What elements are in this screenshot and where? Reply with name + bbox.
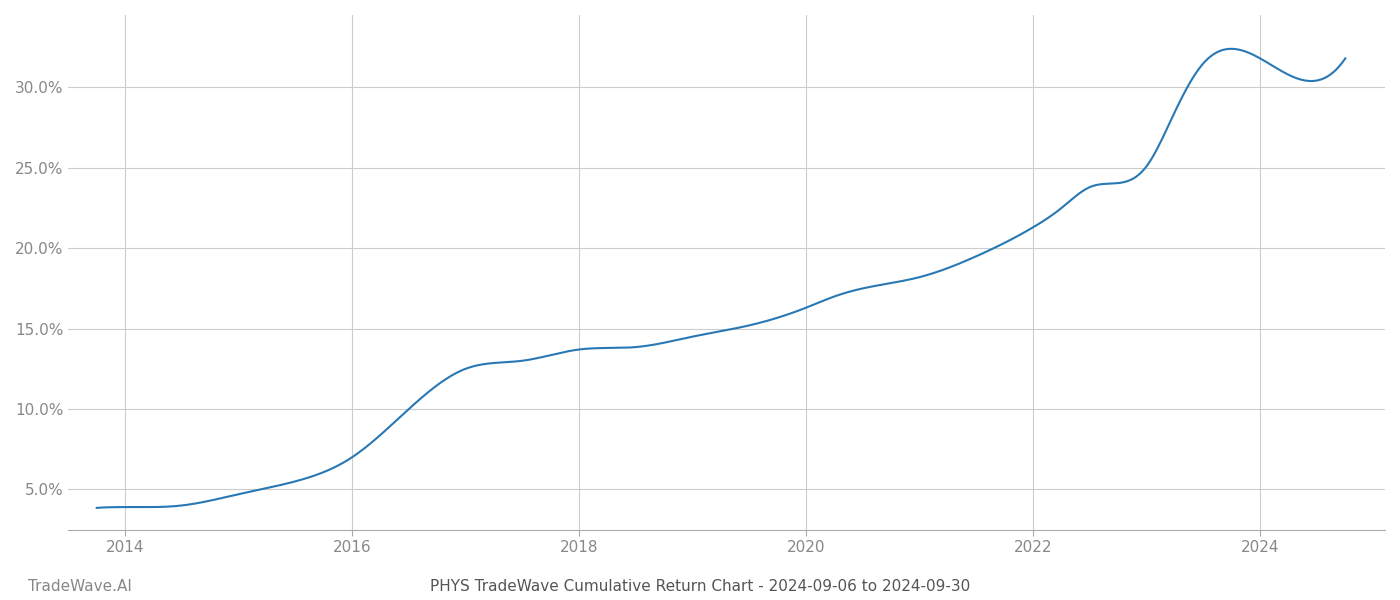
Text: TradeWave.AI: TradeWave.AI <box>28 579 132 594</box>
Text: PHYS TradeWave Cumulative Return Chart - 2024-09-06 to 2024-09-30: PHYS TradeWave Cumulative Return Chart -… <box>430 579 970 594</box>
